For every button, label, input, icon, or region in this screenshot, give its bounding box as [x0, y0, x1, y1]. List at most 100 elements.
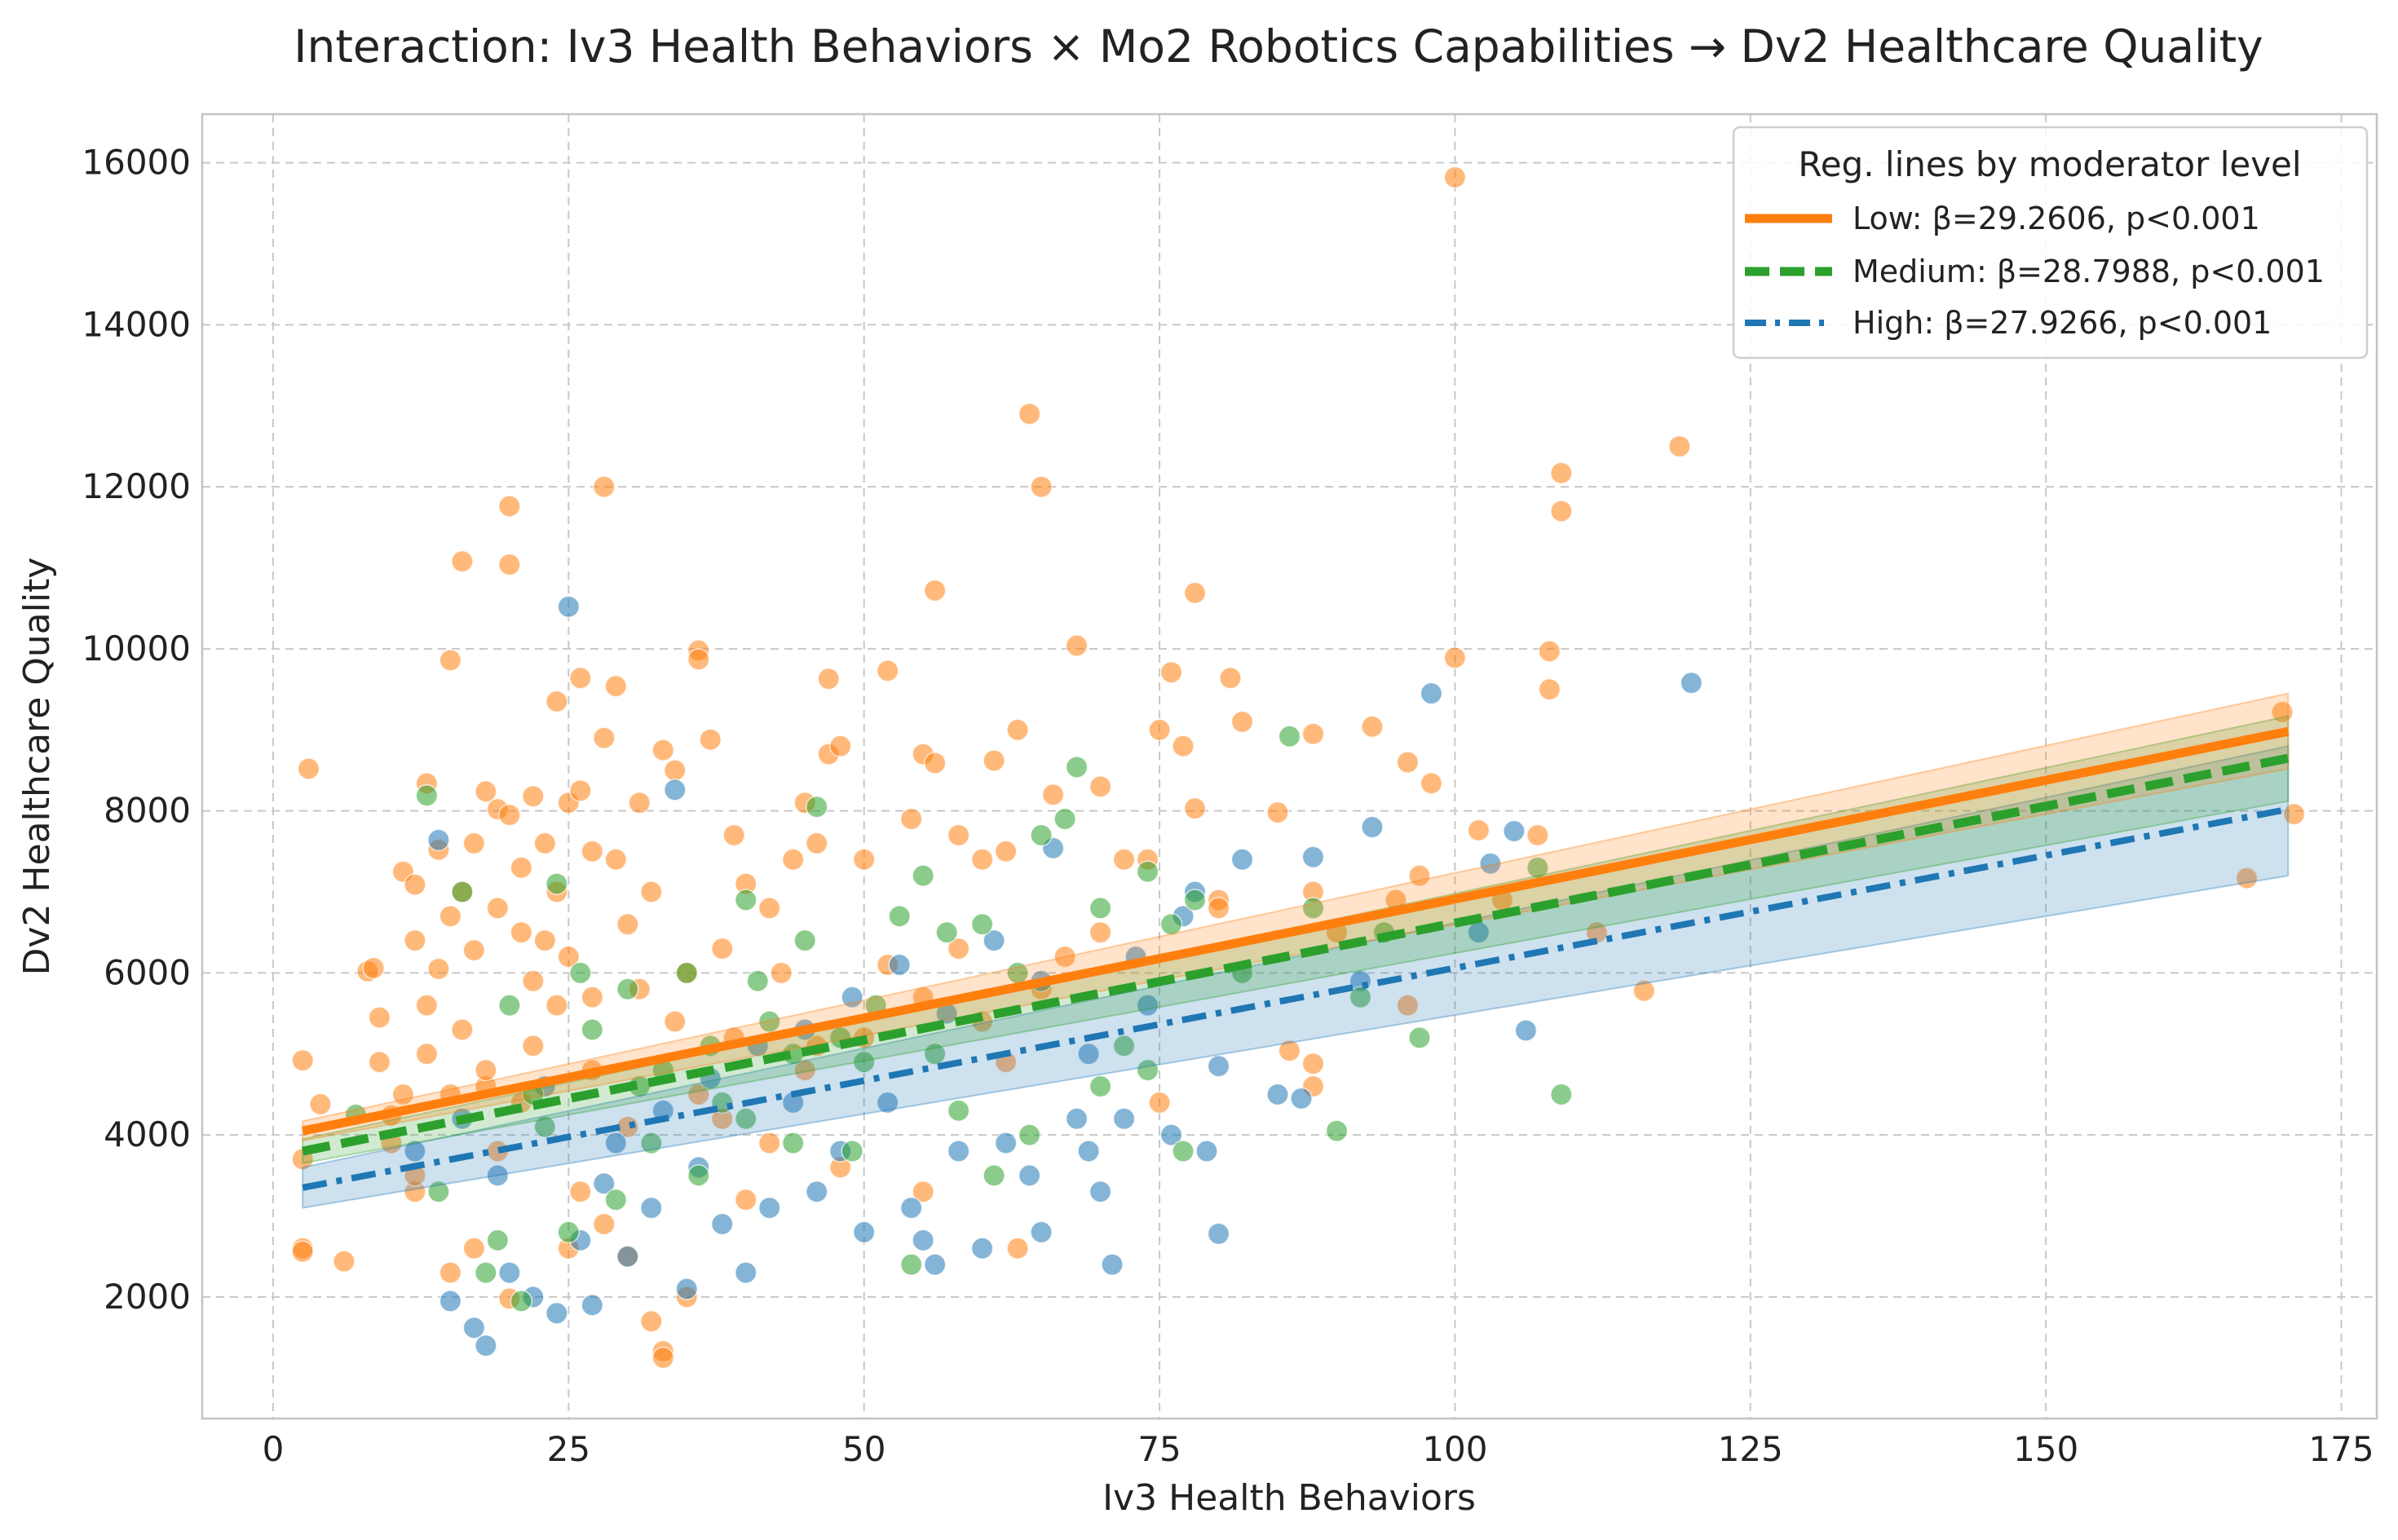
data-point: [640, 880, 663, 903]
data-point: [451, 880, 474, 903]
x-axis-label: Iv3 Health Behaviors: [1102, 1477, 1476, 1519]
data-point: [427, 1180, 450, 1203]
data-point: [675, 1277, 699, 1300]
data-point: [947, 1099, 970, 1123]
y-tick-label: 16000: [82, 143, 191, 183]
data-point: [604, 848, 628, 871]
data-point: [616, 1245, 639, 1268]
data-point: [1266, 801, 1289, 824]
data-point: [912, 1180, 934, 1203]
data-point: [498, 994, 521, 1017]
data-point: [1030, 475, 1053, 498]
data-point: [616, 977, 639, 1001]
data-point: [404, 1140, 426, 1163]
data-point: [852, 848, 876, 871]
data-point: [1159, 660, 1183, 684]
data-point: [970, 913, 994, 936]
data-point: [640, 1132, 663, 1154]
data-point: [781, 848, 805, 871]
data-point: [498, 803, 521, 827]
data-point: [1018, 1123, 1041, 1146]
data-point: [593, 726, 616, 749]
data-point: [545, 690, 568, 713]
data-point: [604, 1188, 628, 1211]
data-point: [923, 579, 947, 602]
data-point: [1219, 666, 1242, 690]
data-point: [522, 785, 545, 808]
data-point: [545, 872, 568, 895]
data-point: [1538, 640, 1561, 663]
data-point: [1668, 435, 1691, 458]
data-point: [498, 495, 521, 518]
data-point: [439, 1261, 462, 1284]
data-point: [1550, 461, 1573, 484]
data-point: [533, 832, 557, 855]
data-point: [1089, 1074, 1112, 1098]
data-point: [604, 674, 628, 698]
data-point: [1065, 756, 1089, 779]
data-point: [510, 920, 533, 944]
data-point: [1030, 823, 1053, 847]
data-point: [687, 1083, 710, 1106]
data-point: [852, 1220, 876, 1244]
data-point: [735, 1188, 757, 1211]
data-point: [923, 1253, 947, 1276]
data-point: [1207, 1054, 1230, 1078]
data-point: [1443, 165, 1467, 189]
data-point: [309, 1092, 332, 1116]
data-point: [876, 1091, 899, 1114]
data-point: [1183, 796, 1207, 820]
data-point: [841, 986, 863, 1008]
data-point: [415, 1043, 439, 1066]
y-tick-label: 10000: [82, 629, 191, 669]
data-point: [404, 873, 426, 896]
data-point: [569, 1180, 592, 1203]
data-point: [2235, 867, 2259, 889]
x-tick-label: 150: [2013, 1429, 2078, 1469]
data-point: [841, 1140, 863, 1163]
data-point: [947, 937, 970, 960]
data-point: [1361, 715, 1384, 739]
data-point: [593, 475, 616, 498]
data-point: [391, 1083, 415, 1106]
data-point: [651, 739, 675, 761]
data-point: [923, 752, 947, 774]
data-point: [368, 1050, 391, 1074]
data-point: [1195, 1140, 1218, 1163]
data-point: [427, 957, 450, 981]
data-point: [297, 757, 320, 780]
y-axis-label: Dv2 Healthcare Quality: [16, 558, 58, 976]
data-point: [640, 1309, 663, 1333]
data-point: [333, 1250, 356, 1273]
data-point: [569, 779, 592, 802]
x-tick-label: 175: [2308, 1429, 2374, 1469]
data-point: [735, 889, 757, 911]
data-point: [1172, 1140, 1195, 1163]
data-point: [451, 1018, 474, 1041]
data-point: [533, 929, 557, 952]
data-point: [805, 795, 828, 819]
data-point: [923, 1043, 947, 1066]
data-point: [1006, 1237, 1029, 1260]
data-point: [451, 549, 474, 573]
data-point: [1467, 819, 1490, 842]
regression-line-medium: [302, 753, 2290, 1156]
legend-title: Reg. lines by moderator level: [1798, 144, 2301, 184]
data-point: [1396, 751, 1420, 774]
data-point: [522, 1035, 545, 1057]
data-point: [1018, 402, 1041, 426]
data-point: [593, 1212, 616, 1236]
data-point: [1301, 845, 1325, 869]
data-point: [805, 1180, 828, 1203]
data-point: [1349, 986, 1372, 1008]
data-point: [1420, 772, 1443, 795]
data-point: [746, 969, 769, 993]
data-point: [1325, 1119, 1349, 1142]
data-point: [994, 840, 1018, 863]
data-point: [569, 666, 592, 690]
data-point: [557, 945, 581, 969]
data-point: [368, 1006, 391, 1029]
data-point: [1503, 819, 1526, 843]
data-point: [1183, 889, 1207, 911]
